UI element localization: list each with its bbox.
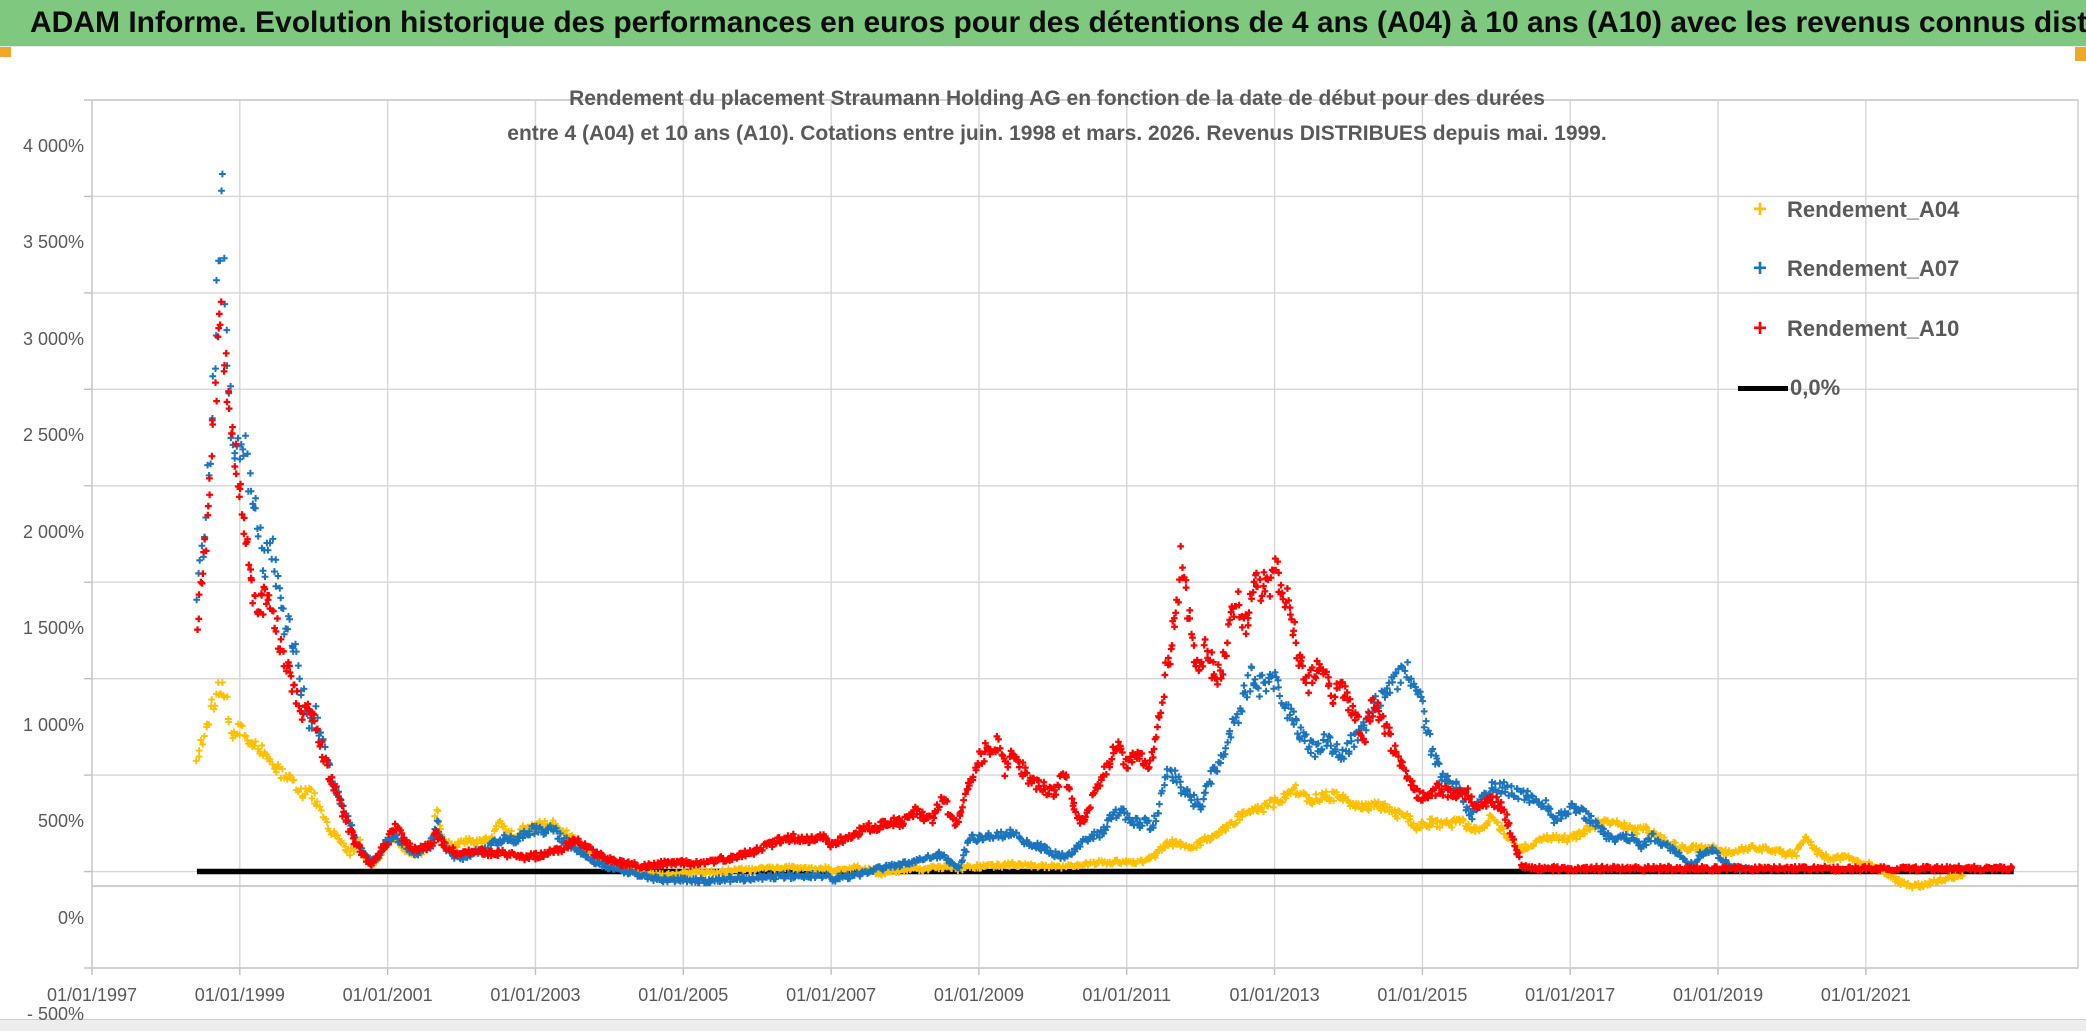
chart-canvas[interactable] [0, 46, 2086, 1019]
plus-marker-icon: + [1752, 196, 1767, 223]
series-Rendement_A07 [193, 170, 1750, 887]
y-axis-tick-label: 3 000% [22, 328, 84, 349]
legend-label: Rendement_A07 [1787, 256, 1960, 281]
y-axis-tick-label: 3 500% [22, 232, 84, 253]
chart-title-line1: Rendement du placement Straumann Holding… [569, 87, 1545, 110]
y-axis-tick-label: 4 000% [22, 136, 84, 156]
y-axis-tick-label: 2 000% [22, 521, 84, 542]
selection-handle-top-right[interactable] [2075, 47, 2086, 61]
y-axis-tick-label: 0% [57, 907, 84, 928]
page-title-bar: ADAM Informe. Evolution historique des p… [0, 0, 2086, 47]
x-axis-tick-label: 01/01/2005 [638, 985, 729, 1005]
x-axis-tick-label: 01/01/2007 [786, 985, 877, 1005]
x-axis-tick-label: 01/01/2013 [1229, 985, 1320, 1005]
plus-marker-icon: + [1752, 315, 1767, 342]
legend-item-rendement-a04[interactable]: + Rendement_A04 [1745, 196, 1959, 224]
x-axis-tick-label: 01/01/2001 [342, 985, 433, 1005]
chart-title-line2: entre 4 (A04) et 10 ans (A10). Cotations… [507, 122, 1607, 145]
legend-item-rendement-a10[interactable]: + Rendement_A10 [1745, 315, 1959, 343]
y-axis-tick-label: 2 500% [22, 425, 84, 446]
x-axis-tick-label: 01/01/2019 [1673, 985, 1764, 1005]
x-axis-tick-label: 01/01/2009 [933, 985, 1024, 1005]
x-axis-tick-label: 01/01/2011 [1082, 985, 1172, 1005]
x-axis-tick-label: 01/01/2017 [1525, 985, 1616, 1005]
legend-label: Rendement_A04 [1787, 197, 1960, 222]
x-axis-tick-label: 01/01/1997 [46, 985, 138, 1005]
x-axis-tick-label: 01/01/2003 [490, 985, 581, 1005]
plot-border [91, 99, 2079, 969]
legend-item-zero-line[interactable]: 0,0% [1738, 375, 1840, 401]
legend-item-rendement-a07[interactable]: + Rendement_A07 [1745, 255, 1959, 283]
legend-label: 0,0% [1790, 375, 1841, 400]
y-axis-tick-label: 500% [37, 811, 84, 832]
x-axis-tick-label: 01/01/1999 [194, 985, 285, 1005]
series-Rendement_A10 [194, 298, 2016, 875]
page-title: ADAM Informe. Evolution historique des p… [30, 6, 2086, 39]
y-axis-tick-label: 1 000% [22, 714, 84, 735]
zero-line-icon [1738, 385, 1788, 391]
plus-marker-icon: + [1752, 255, 1767, 282]
x-axis-tick-label: 01/01/2015 [1377, 985, 1468, 1005]
bottom-scroll-strip[interactable] [0, 1019, 2086, 1031]
chart-title: Rendement du placement Straumann Holding… [200, 81, 1914, 151]
selection-handle-top-left[interactable] [0, 47, 11, 57]
legend-label: Rendement_A10 [1787, 316, 1960, 341]
y-axis-tick-label: 1 500% [22, 618, 84, 639]
y-axis-tick-label: - 500% [26, 1004, 84, 1024]
x-axis-tick-label: 01/01/2021 [1820, 985, 1911, 1005]
